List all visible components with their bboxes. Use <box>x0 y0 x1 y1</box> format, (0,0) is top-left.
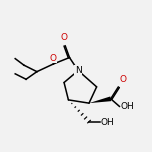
Text: OH: OH <box>121 102 134 111</box>
Text: O: O <box>60 33 67 42</box>
Polygon shape <box>89 97 111 103</box>
Text: OH: OH <box>101 118 115 127</box>
Text: O: O <box>119 75 126 84</box>
Text: O: O <box>50 54 57 63</box>
Text: N: N <box>75 66 81 75</box>
